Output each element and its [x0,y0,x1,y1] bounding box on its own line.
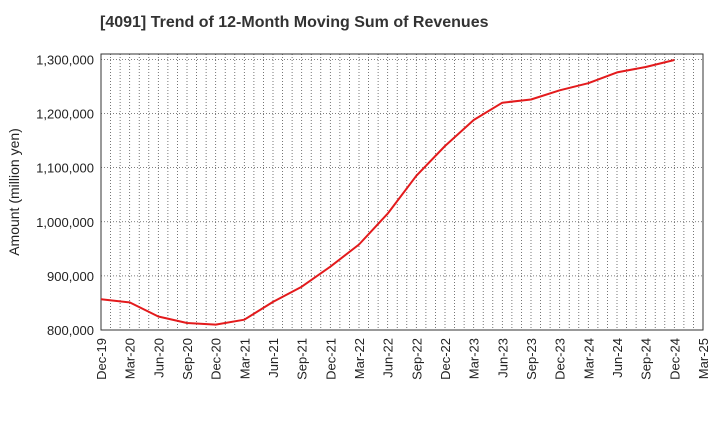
x-tick-label: Dec-22 [438,338,453,380]
plot-frame [100,53,704,331]
y-tick-label: 900,000 [47,269,94,284]
x-tick-label: Sep-22 [409,338,424,380]
x-tick-label: Dec-23 [553,338,568,380]
x-tick-label: Jun-20 [151,338,166,378]
chart-title: [4091] Trend of 12-Month Moving Sum of R… [100,14,489,31]
y-tick-label: 1,200,000 [36,107,94,122]
x-tick-label: Mar-20 [123,338,138,379]
series-line [100,59,675,326]
x-tick-label: Sep-21 [295,338,310,380]
x-tick-label: Mar-23 [467,338,482,379]
x-tick-label: Sep-20 [180,338,195,380]
x-tick-label: Jun-21 [266,338,281,378]
x-tick-label: Dec-20 [209,338,224,380]
y-tick-label: 1,000,000 [36,215,94,230]
y-tick-label: 1,100,000 [36,161,94,176]
x-tick-label: Jun-23 [495,338,510,378]
x-tick-label: Sep-24 [639,338,654,380]
x-tick-label: Jun-24 [610,338,625,378]
x-tick-label: Mar-24 [581,338,596,379]
y-tick-label: 800,000 [47,323,94,338]
x-tick-label: Jun-22 [381,338,396,378]
y-tick-label: 1,300,000 [36,52,94,67]
x-tick-label: Dec-24 [667,338,682,380]
plot-area [101,54,703,330]
x-tick-label: Dec-21 [323,338,338,380]
x-tick-label: Mar-22 [352,338,367,379]
x-tick-label: Mar-21 [237,338,252,379]
x-tick-label: Mar-25 [696,338,711,379]
x-tick-label: Sep-23 [524,338,539,380]
x-tick-label: Dec-19 [94,338,109,380]
y-axis-title: Amount (million yen) [6,128,22,256]
